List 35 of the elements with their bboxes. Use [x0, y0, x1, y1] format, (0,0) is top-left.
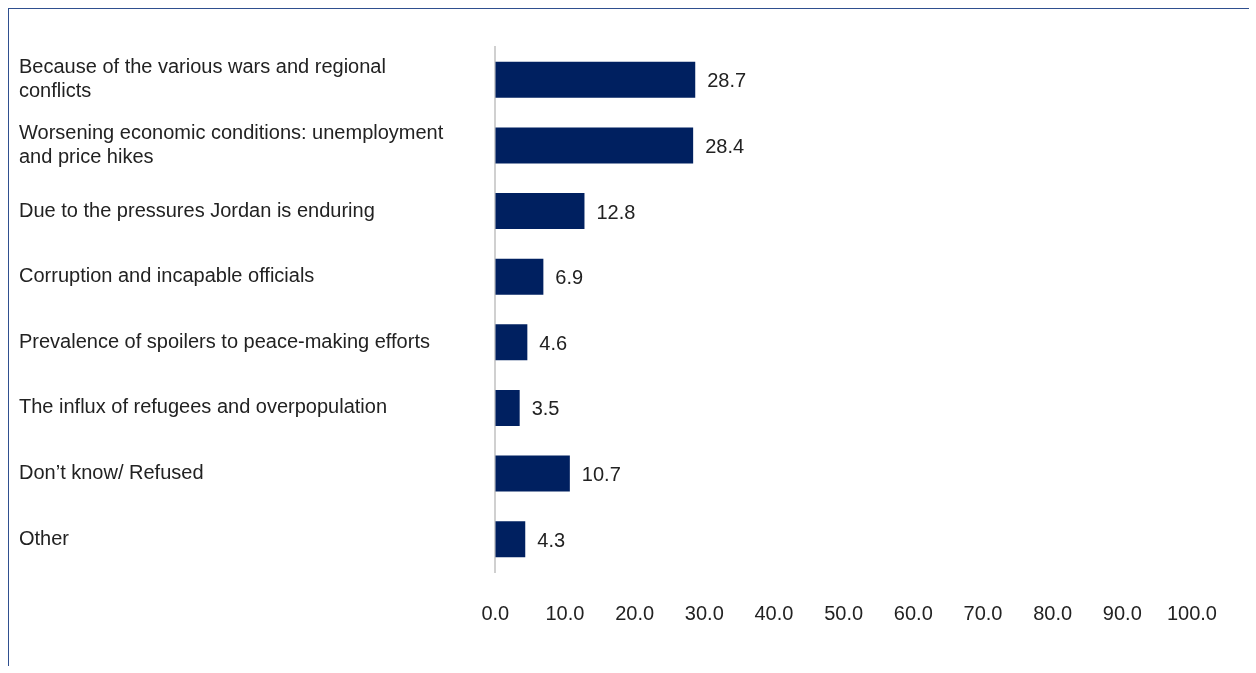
x-tick-label: 70.0: [963, 601, 1003, 624]
y-tick-label: The influx of refugees and overpopulation: [19, 395, 388, 418]
x-tick-label: 90.0: [1102, 601, 1142, 624]
bar: [495, 193, 585, 230]
bar: [495, 324, 528, 361]
y-tick-label: Corruption and incapable officials: [19, 264, 315, 287]
x-tick-label: 60.0: [893, 601, 933, 624]
data-label: 12.8: [596, 200, 636, 223]
x-tick-label: 20.0: [615, 601, 655, 624]
y-tick-label: Worsening economic conditions: unemployment and price hikes: [19, 120, 444, 167]
bar: [495, 455, 570, 492]
y-tick-label: Don’t know/ Refused: [19, 461, 204, 484]
bar: [495, 389, 520, 426]
data-label: 4.6: [539, 331, 568, 354]
data-label: 10.7: [581, 463, 621, 486]
data-label: 28.7: [707, 69, 747, 92]
x-tick-label: 0.0: [481, 601, 510, 624]
data-label: 6.9: [555, 266, 584, 289]
y-tick-label: Prevalence of spoilers to peace-making efforts: [19, 329, 430, 352]
data-label: 3.5: [531, 397, 560, 420]
x-tick-label: 80.0: [1033, 601, 1073, 624]
bar: [495, 61, 696, 98]
x-tick-label: 10.0: [545, 601, 585, 624]
data-label: 4.3: [537, 528, 566, 551]
bar: [495, 127, 694, 164]
y-tick-label: Because of the various wars and regional conflicts: [19, 55, 386, 102]
y-tick-label: Due to the pressures Jordan is enduring: [19, 198, 375, 221]
x-tick-label: 50.0: [824, 601, 864, 624]
x-tick-label: 100.0: [1166, 601, 1218, 624]
data-label: 28.4: [705, 134, 745, 157]
bar: [495, 258, 544, 295]
x-tick-label: 30.0: [684, 601, 724, 624]
x-tick-label: 40.0: [754, 601, 794, 624]
y-tick-label: Other: [19, 526, 70, 549]
bar: [495, 521, 526, 558]
